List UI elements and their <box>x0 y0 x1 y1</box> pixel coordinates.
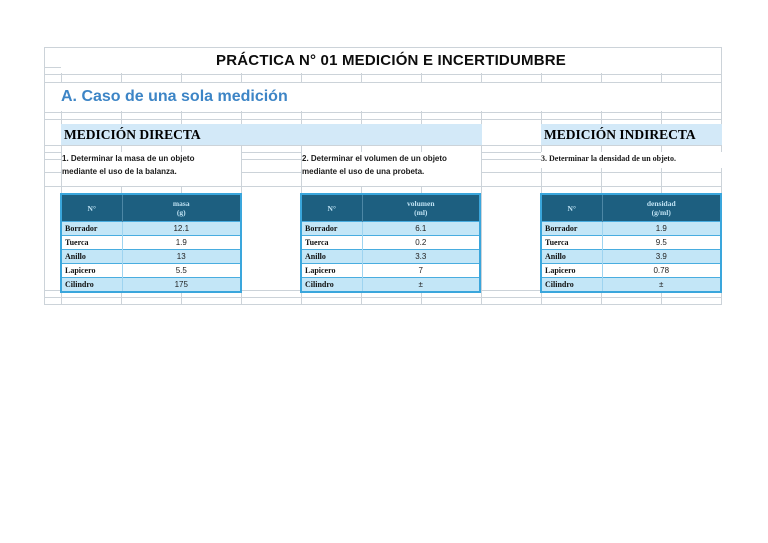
section-heading: A. Caso de una sola medición <box>61 88 288 105</box>
banner-medicion-indirecta: MEDICIÓN INDIRECTA <box>541 124 722 145</box>
table-row: Tuerca 1.9 <box>61 235 241 250</box>
document-title-row: PRÁCTICA N° 01 MEDICIÓN E INCERTIDUMBRE <box>61 48 721 73</box>
measure-value: ± <box>602 277 721 292</box>
object-label: Cilindro <box>541 277 603 292</box>
object-label: Tuerca <box>541 235 603 250</box>
table-row: Cilindro ± <box>301 277 480 292</box>
measure-value: 3.9 <box>602 249 721 264</box>
task-1-line-2: mediante el uso de la balanza. <box>62 167 177 176</box>
measure-value: 7 <box>362 263 480 278</box>
table-row: Tuerca 0.2 <box>301 235 480 250</box>
object-label: Lapicero <box>61 263 123 278</box>
table-row: Anillo 13 <box>61 249 241 264</box>
object-label: Borrador <box>301 221 363 236</box>
table-row: Borrador 6.1 <box>301 221 480 236</box>
object-label: Cilindro <box>61 277 123 292</box>
object-label: Borrador <box>541 221 603 236</box>
table-row: Tuerca 9.5 <box>541 235 721 250</box>
task-3-line-1: 3. Determinar la densidad de un objeto. <box>541 154 676 163</box>
header-cell-n: N° <box>301 194 363 222</box>
header-cell-n: N° <box>541 194 603 222</box>
measure-value: 12.1 <box>122 221 241 236</box>
table-row: Borrador 12.1 <box>61 221 241 236</box>
table-row: Cilindro ± <box>541 277 721 292</box>
task-3-description: 3. Determinar la densidad de un objeto. <box>541 152 722 168</box>
measure-value: 13 <box>122 249 241 264</box>
measure-value: 6.1 <box>362 221 480 236</box>
table-row: Anillo 3.9 <box>541 249 721 264</box>
table-row: Lapicero 0.78 <box>541 263 721 278</box>
object-label: Cilindro <box>301 277 363 292</box>
object-label: Anillo <box>301 249 363 264</box>
object-label: Lapicero <box>541 263 603 278</box>
table-volumen: N° volumen (ml) Borrador 6.1 Tuerca 0.2 … <box>300 193 481 293</box>
task-2-line-1: 2. Determinar el volumen de un objeto <box>302 154 447 163</box>
table-row: Lapicero 7 <box>301 263 480 278</box>
task-2-line-2: mediante el uso de una probeta. <box>302 167 425 176</box>
object-label: Anillo <box>541 249 603 264</box>
measure-value: 3.3 <box>362 249 480 264</box>
measure-value: 0.2 <box>362 235 480 250</box>
table-header-row: N° volumen (ml) <box>301 194 480 222</box>
header-cell-masa: masa (g) <box>122 194 241 222</box>
measure-value: 0.78 <box>602 263 721 278</box>
object-label: Tuerca <box>301 235 363 250</box>
measure-value: 1.9 <box>602 221 721 236</box>
task-1-line-1: 1. Determinar la masa de un objeto <box>62 154 195 163</box>
table-header-row: N° masa (g) <box>61 194 241 222</box>
measure-value: 9.5 <box>602 235 721 250</box>
header-cell-volumen: volumen (ml) <box>362 194 480 222</box>
table-row: Cilindro 175 <box>61 277 241 292</box>
document-title: PRÁCTICA N° 01 MEDICIÓN E INCERTIDUMBRE <box>216 52 566 69</box>
table-header-row: N° densidad (g/ml) <box>541 194 721 222</box>
measure-value: 1.9 <box>122 235 241 250</box>
object-label: Tuerca <box>61 235 123 250</box>
table-densidad: N° densidad (g/ml) Borrador 1.9 Tuerca 9… <box>540 193 722 293</box>
header-cell-n: N° <box>61 194 123 222</box>
table-masa: N° masa (g) Borrador 12.1 Tuerca 1.9 Ani… <box>60 193 242 293</box>
task-2-description: 2. Determinar el volumen de un objeto me… <box>302 152 481 186</box>
task-1-description: 1. Determinar la masa de un objeto media… <box>62 152 241 186</box>
measure-value: 175 <box>122 277 241 292</box>
banner-medicion-directa: MEDICIÓN DIRECTA <box>61 124 482 145</box>
table-row: Borrador 1.9 <box>541 221 721 236</box>
measure-value: 5.5 <box>122 263 241 278</box>
header-cell-densidad: densidad (g/ml) <box>602 194 721 222</box>
object-label: Borrador <box>61 221 123 236</box>
measure-value: ± <box>362 277 480 292</box>
object-label: Lapicero <box>301 263 363 278</box>
section-heading-row: A. Caso de una sola medición <box>61 83 721 111</box>
table-row: Anillo 3.3 <box>301 249 480 264</box>
table-row: Lapicero 5.5 <box>61 263 241 278</box>
object-label: Anillo <box>61 249 123 264</box>
